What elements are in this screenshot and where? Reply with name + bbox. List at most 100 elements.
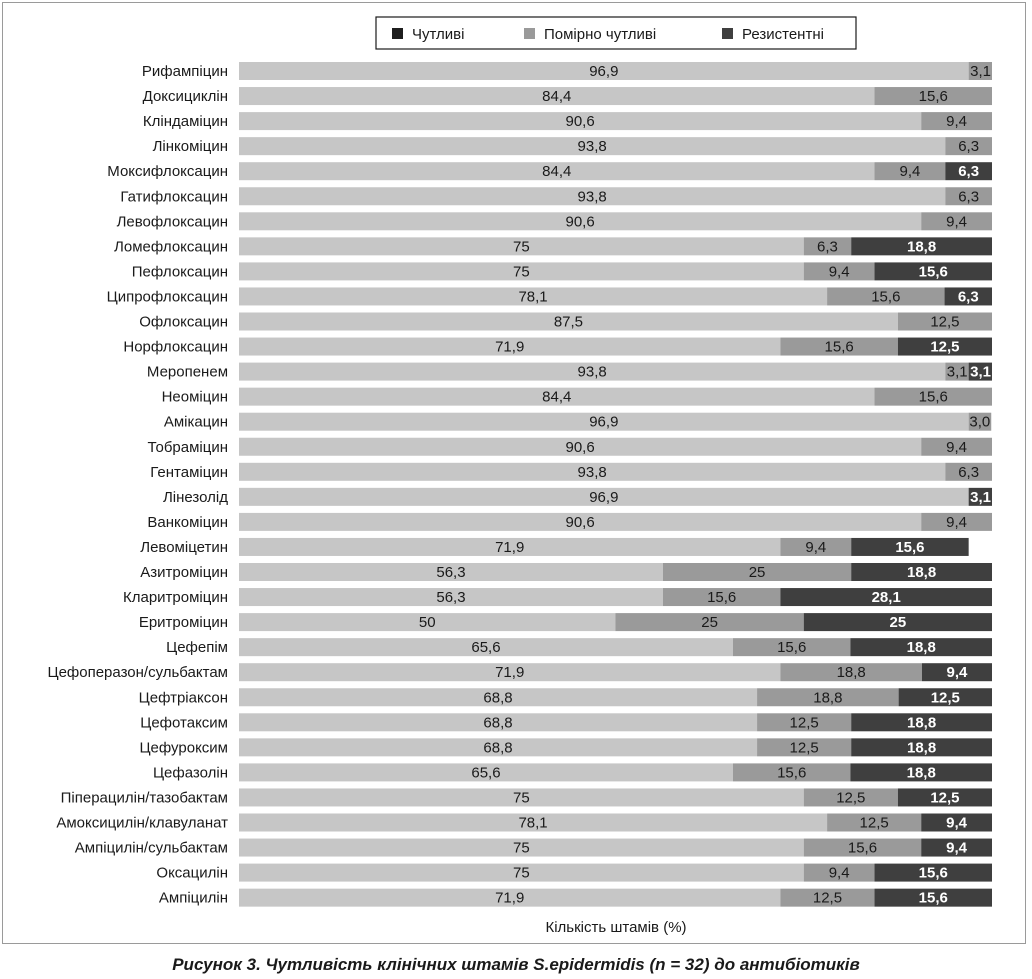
data-label-moderate: 15,6: [707, 589, 736, 606]
bar-segment-sensitive: [239, 362, 946, 381]
figure-caption: Рисунок 3. Чутливість клінічних штамів S…: [172, 955, 860, 974]
bar-segment-sensitive: [239, 688, 758, 707]
category-label: Лінкоміцин: [153, 138, 228, 155]
data-label-sensitive: 75: [513, 238, 530, 255]
data-label-sensitive: 93,8: [578, 464, 607, 481]
category-label: Піперацилін/тазобактам: [61, 789, 228, 806]
category-label: Гатифлоксацин: [120, 188, 228, 205]
data-label-sensitive: 93,8: [578, 364, 607, 381]
data-label-moderate: 25: [749, 564, 766, 581]
bar-segment-moderate: [921, 112, 992, 131]
bar-segment-resistant: [944, 287, 992, 306]
bar-segment-moderate: [615, 613, 804, 632]
bar-segment-sensitive: [239, 663, 781, 682]
data-label-moderate: 6,3: [958, 138, 979, 155]
data-label-sensitive: 78,1: [518, 815, 547, 832]
bar-segment-moderate: [874, 387, 992, 406]
data-label-moderate: 12,5: [790, 739, 819, 756]
category-label: Офлоксацин: [139, 314, 228, 331]
bar-segment-moderate: [874, 162, 946, 181]
category-label: Ампіцилін/сульбактам: [75, 840, 228, 857]
data-label-moderate: 12,5: [813, 890, 842, 907]
category-label: Рифампіцин: [142, 63, 228, 80]
category-label: Кліндаміцин: [143, 113, 228, 130]
bar-segment-sensitive: [239, 112, 922, 131]
bar-segment-moderate: [732, 763, 851, 782]
bar-segment-moderate: [921, 437, 992, 456]
data-label-sensitive: 96,9: [589, 489, 618, 506]
data-label-sensitive: 84,4: [542, 88, 571, 105]
bar-segment-moderate: [780, 337, 898, 356]
bar-segment-sensitive: [239, 187, 946, 206]
bar-segment-resistant: [850, 763, 992, 782]
bar-segment-moderate: [945, 362, 969, 381]
bar-segment-moderate: [921, 212, 992, 231]
data-label-sensitive: 84,4: [542, 389, 571, 406]
category-label: Ванкоміцин: [147, 514, 228, 531]
bar-segment-moderate: [757, 688, 899, 707]
legend-label-sensitive: Чутливі: [412, 26, 464, 43]
data-label-resistant: 18,8: [907, 238, 936, 255]
data-label-sensitive: 93,8: [578, 188, 607, 205]
data-label-sensitive: 56,3: [436, 589, 465, 606]
category-label: Цефтріаксон: [139, 689, 228, 706]
bar-segment-moderate: [803, 237, 852, 256]
bar-segment-resistant: [850, 638, 992, 657]
data-label-resistant: 18,8: [907, 564, 936, 581]
bar-segment-moderate: [945, 187, 992, 206]
legend-box: [375, 16, 857, 50]
bar-segment-sensitive: [239, 838, 804, 857]
data-label-moderate: 15,6: [919, 88, 948, 105]
data-label-sensitive: 71,9: [495, 339, 524, 356]
data-label-moderate: 6,3: [958, 188, 979, 205]
bar-segment-moderate: [968, 62, 992, 80]
data-label-sensitive: 90,6: [566, 113, 595, 130]
data-label-resistant: 12,5: [930, 789, 959, 806]
data-label-moderate: 9,4: [899, 163, 920, 180]
data-label-moderate: 12,5: [836, 789, 865, 806]
data-label-resistant: 3,1: [970, 489, 991, 506]
bar-segment-resistant: [968, 362, 992, 381]
bar-segment-sensitive: [239, 813, 828, 832]
bar-segment-resistant: [851, 713, 992, 732]
data-label-sensitive: 84,4: [542, 163, 571, 180]
bar-segment-moderate: [968, 412, 992, 431]
bar-segment-sensitive: [239, 137, 946, 156]
bar-segment-moderate: [757, 738, 852, 757]
data-label-sensitive: 71,9: [495, 664, 524, 681]
category-label: Кларитроміцин: [123, 589, 228, 606]
data-label-resistant: 9,4: [946, 840, 968, 857]
data-label-moderate: 9,4: [946, 213, 967, 230]
bar-segment-resistant: [897, 788, 992, 807]
bar-segment-moderate: [827, 287, 945, 306]
data-label-resistant: 9,4: [946, 815, 968, 832]
data-label-moderate: 15,6: [825, 339, 854, 356]
bar-segment-moderate: [662, 588, 781, 607]
bar-segment-resistant: [898, 688, 992, 707]
category-label: Левоміцетин: [140, 539, 228, 556]
data-label-sensitive: 90,6: [566, 439, 595, 456]
data-label-resistant: 15,6: [895, 539, 924, 556]
bar-segment-sensitive: [239, 87, 875, 106]
category-label: Норфлоксацин: [123, 339, 228, 356]
bar-segment-sensitive: [239, 337, 781, 356]
data-label-sensitive: 93,8: [578, 138, 607, 155]
legend-label-resistant: Резистентні: [742, 26, 824, 43]
bar-segment-moderate: [897, 312, 992, 331]
bar-segment-resistant: [780, 588, 992, 607]
bar-segment-sensitive: [239, 613, 616, 632]
bar-segment-resistant: [851, 563, 992, 581]
bar-segment-resistant: [874, 888, 992, 907]
data-label-sensitive: 65,6: [471, 764, 500, 781]
data-label-moderate: 9,4: [946, 439, 967, 456]
data-label-moderate: 9,4: [946, 514, 967, 531]
bar-segment-sensitive: [239, 588, 663, 607]
data-label-moderate: 6,3: [958, 464, 979, 481]
bar-segment-sensitive: [239, 512, 922, 531]
bar-segment-resistant: [803, 613, 992, 632]
bar-segment-sensitive: [239, 563, 663, 581]
category-label: Неоміцин: [162, 389, 228, 406]
bar-segment-resistant: [897, 337, 992, 356]
data-label-resistant: 15,6: [919, 263, 948, 280]
data-label-moderate: 3,1: [970, 63, 991, 80]
